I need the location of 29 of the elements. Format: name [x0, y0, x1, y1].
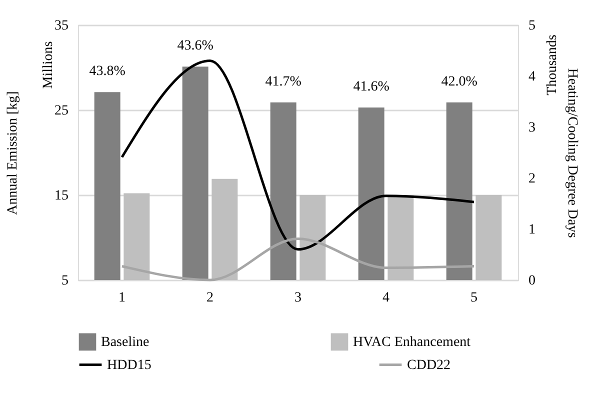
- legend-label: HVAC Enhancement: [353, 334, 471, 350]
- y2-axis-title: Heating/Cooling Degree Days: [564, 68, 580, 238]
- text: Millions: [41, 41, 56, 89]
- legend-label: Baseline: [101, 334, 150, 350]
- x-tick-label: 4: [382, 290, 390, 306]
- y-tick-label: 25: [54, 104, 68, 118]
- y2-tick-label: 1: [528, 222, 536, 238]
- annotation: 41.7%: [265, 74, 302, 90]
- legend-label: HDD15: [107, 358, 152, 373]
- y2-tick-label: 2: [528, 172, 536, 186]
- y2-tick-label: 0: [528, 274, 536, 288]
- line-series: [120, 237, 476, 282]
- text: Thousands: [545, 34, 560, 96]
- y-tick-label: 35: [54, 18, 68, 34]
- x-tick-label: 2: [206, 290, 214, 306]
- annotation: 43.8%: [89, 64, 126, 80]
- y-axis-title: Annual Emission [kg]: [6, 91, 20, 215]
- x-tick-label: 1: [118, 290, 126, 306]
- y2-tick-label: 4: [528, 70, 536, 84]
- annotation: 41.6%: [353, 79, 390, 94]
- y-tick-label: 5: [62, 274, 68, 288]
- y2-tick-label: 3: [528, 120, 536, 136]
- y-tick-label: 15: [54, 188, 68, 204]
- x-tick-label: 5: [470, 290, 478, 306]
- annotation: 42.0%: [441, 74, 478, 90]
- legend-label: CDD22: [407, 358, 451, 373]
- annotation: 43.6%: [177, 38, 214, 54]
- y2-tick-label: 5: [528, 18, 536, 34]
- x-tick-label: 3: [294, 290, 302, 306]
